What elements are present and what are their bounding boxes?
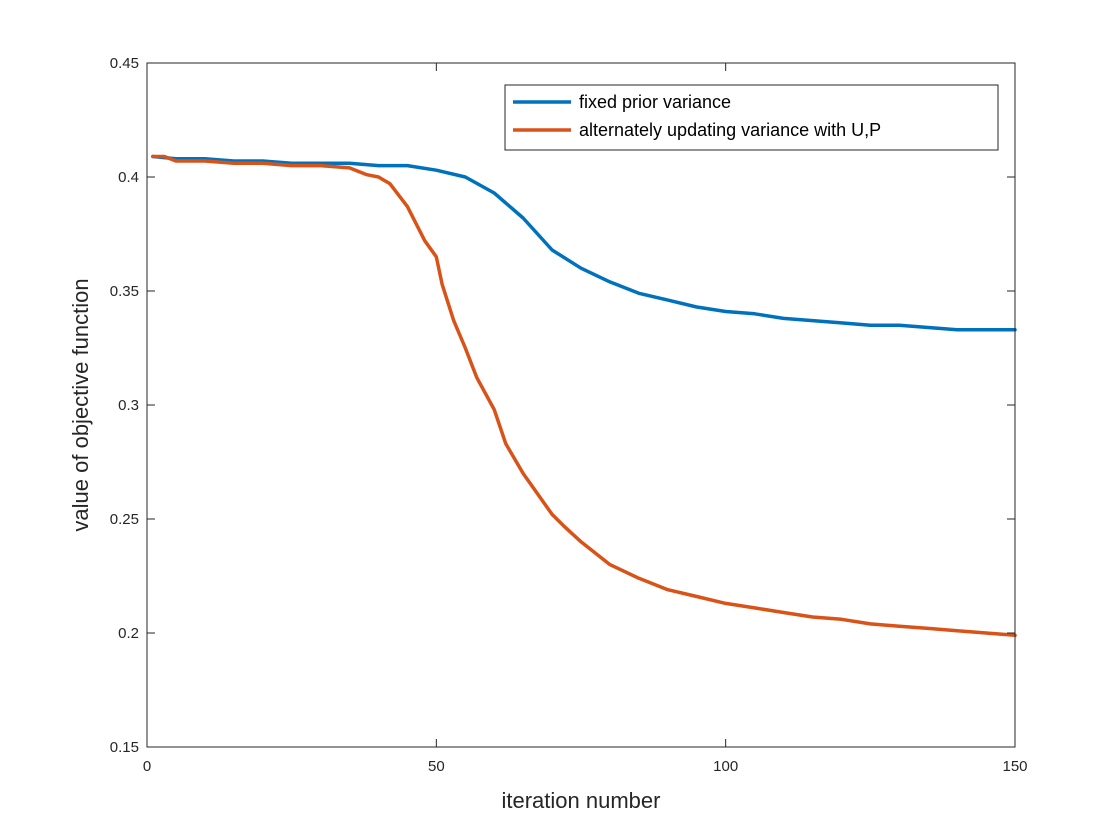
y-tick-label: 0.15 (110, 739, 139, 756)
legend: fixed prior variance alternately updatin… (504, 84, 999, 151)
series-line-alternately-updating (151, 154, 1017, 638)
y-tick-label: 0.35 (110, 283, 139, 300)
legend-label-fixed-prior: fixed prior variance (579, 92, 731, 112)
x-axis-label: iteration number (502, 788, 661, 813)
y-tick-label: 0.4 (118, 169, 139, 186)
x-tick-label: 100 (713, 758, 738, 775)
legend-box (504, 84, 999, 151)
plot-area (147, 63, 1015, 747)
series-layer (151, 154, 1017, 638)
y-tick-label: 0.3 (118, 397, 139, 414)
legend-label-alternately-updating: alternately updating variance with U,P (579, 120, 881, 140)
x-tick-label: 50 (428, 758, 445, 775)
plot-background (147, 63, 1015, 747)
y-tick-label: 0.45 (110, 55, 139, 72)
series-line-fixed-prior-variance (151, 154, 1017, 332)
y-tick-label: 0.2 (118, 625, 139, 642)
y-axis-label: value of objective function (68, 278, 93, 531)
x-tick-label: 0 (143, 758, 151, 775)
x-tick-label: 150 (1002, 758, 1027, 775)
y-tick-label: 0.25 (110, 511, 139, 528)
ticks: 0 50 100 150 0.15 0.2 0.25 0.3 0.35 0.4 0.45 (110, 55, 1028, 775)
